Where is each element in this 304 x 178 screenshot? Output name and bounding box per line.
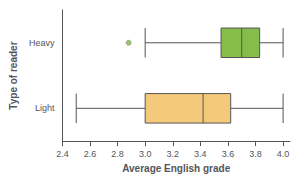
svg-text:3.6: 3.6 (222, 149, 235, 159)
svg-text:2.8: 2.8 (111, 149, 124, 159)
svg-text:Light: Light (35, 103, 55, 113)
svg-text:Heavy: Heavy (29, 38, 55, 48)
svg-text:Average English grade: Average English grade (122, 163, 230, 174)
svg-text:3.0: 3.0 (139, 149, 152, 159)
svg-text:3.2: 3.2 (166, 149, 179, 159)
svg-text:Type of reader: Type of reader (8, 41, 19, 109)
svg-text:4.0: 4.0 (277, 149, 290, 159)
svg-text:2.6: 2.6 (84, 149, 97, 159)
svg-text:2.4: 2.4 (56, 149, 69, 159)
svg-text:3.4: 3.4 (194, 149, 207, 159)
svg-text:3.8: 3.8 (249, 149, 262, 159)
